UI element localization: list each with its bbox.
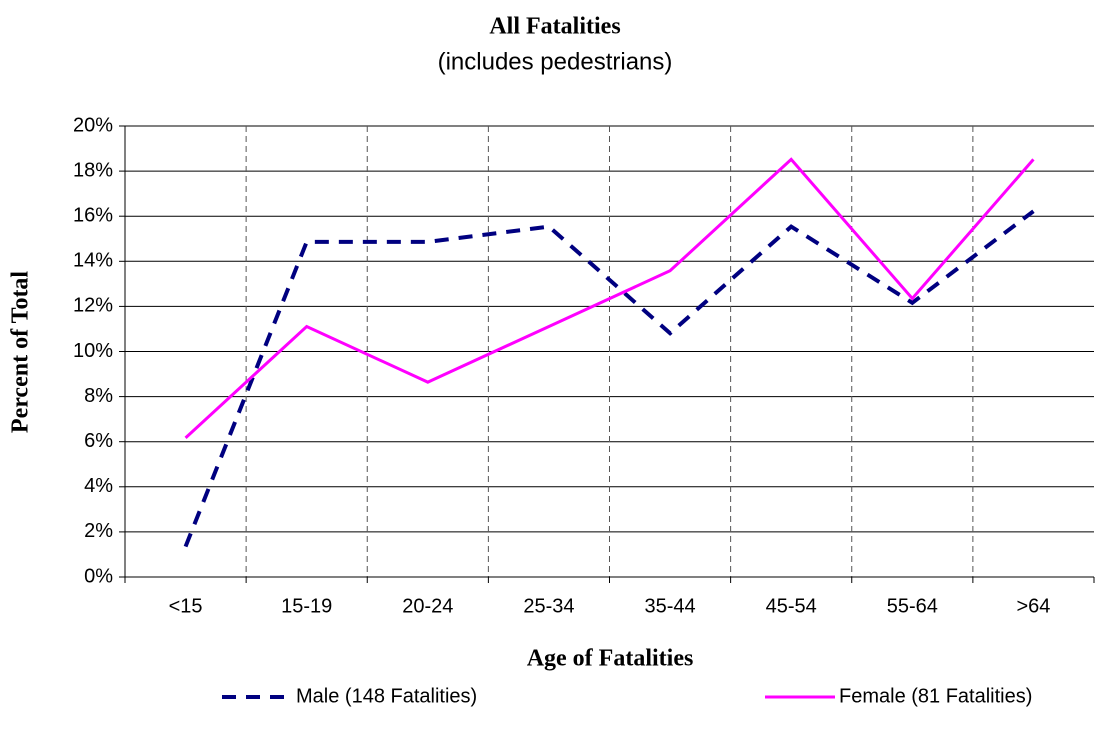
series-line: [184, 157, 1035, 439]
x-tick-label: 25-34: [523, 595, 574, 617]
y-tick-label: 14%: [73, 250, 113, 272]
chart-title: All Fatalities: [489, 14, 620, 40]
y-tick-label: 10%: [73, 340, 113, 362]
y-tick-label: 4%: [84, 475, 113, 497]
y-tick-label: 12%: [73, 295, 113, 317]
x-tick-label: 45-54: [766, 595, 817, 617]
y-tick-label: 6%: [84, 430, 113, 452]
legend-label: Female (81 Fatalities): [839, 685, 1032, 707]
x-tick-label: 15-19: [281, 595, 332, 617]
y-tick-label: 2%: [84, 520, 113, 542]
y-tick-label: 18%: [73, 159, 113, 181]
x-tick-label: 35-44: [644, 595, 695, 617]
x-tick-label: <15: [169, 595, 203, 617]
y-tick-label: 20%: [73, 114, 113, 136]
x-tick-label: 20-24: [402, 595, 453, 617]
legend-label: Male (148 Fatalities): [296, 685, 477, 707]
y-axis-label: Percent of Total: [8, 271, 34, 434]
series-line: [183, 209, 1035, 548]
x-axis-label: Age of Fatalities: [527, 646, 694, 672]
x-tick-label: 55-64: [887, 595, 938, 617]
chart-subtitle: (includes pedestrians): [438, 48, 673, 75]
x-tick-label: >64: [1016, 595, 1050, 617]
y-tick-label: 16%: [73, 204, 113, 226]
y-tick-label: 0%: [84, 565, 113, 587]
y-tick-label: 8%: [84, 385, 113, 407]
